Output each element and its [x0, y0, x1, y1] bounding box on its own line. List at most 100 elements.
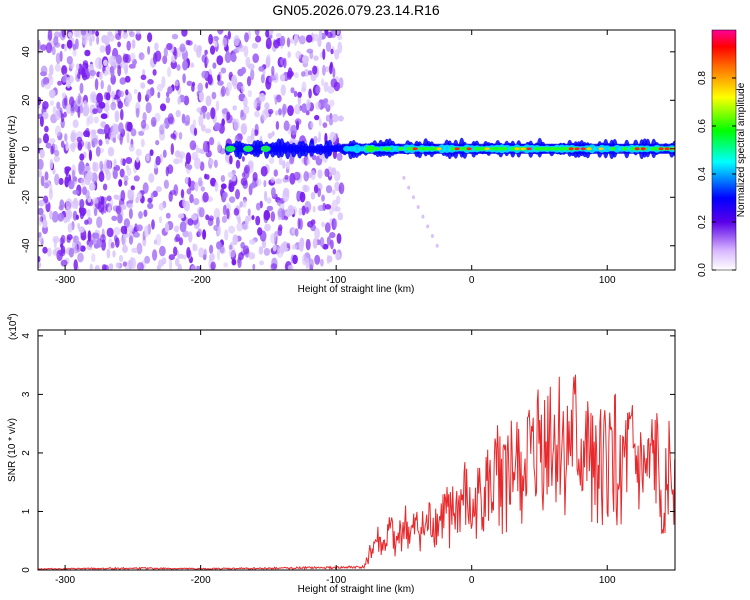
heat-cell — [84, 49, 91, 57]
heat-cell — [177, 253, 185, 259]
heat-cell — [194, 157, 201, 170]
heat-cell — [174, 257, 180, 267]
heat-cell — [312, 237, 318, 249]
heat-cell — [289, 38, 294, 44]
heat-cell — [72, 49, 77, 57]
heat-cell — [277, 207, 284, 218]
heat-cell — [170, 143, 174, 155]
x-tick-label: 100 — [599, 575, 616, 586]
heat-cell — [42, 246, 48, 254]
heat-cell — [261, 109, 268, 121]
heat-cell — [241, 156, 245, 162]
heat-cell — [305, 34, 313, 43]
heat-cell — [126, 132, 130, 144]
heat-cell — [165, 96, 171, 104]
heat-cell — [402, 175, 406, 180]
heat-cell — [182, 230, 189, 238]
heat-cell — [147, 202, 154, 209]
heat-cell — [209, 244, 214, 254]
heat-cell — [332, 67, 336, 78]
heat-cell — [265, 56, 271, 68]
band-cell — [520, 147, 526, 151]
heat-cell — [76, 131, 83, 139]
heat-cell — [320, 258, 324, 267]
heat-cell — [67, 31, 73, 38]
heat-cell — [120, 190, 126, 202]
heat-cell — [242, 245, 250, 255]
heat-cell — [217, 30, 224, 35]
heat-cell — [147, 79, 154, 85]
heat-cell — [49, 210, 53, 220]
heat-cell — [295, 50, 302, 60]
heat-cell — [407, 185, 411, 190]
heat-cell — [255, 215, 261, 226]
heat-cell — [38, 200, 45, 207]
band-cell — [580, 147, 586, 151]
heat-cell — [221, 215, 227, 223]
heat-cell — [69, 143, 76, 150]
heat-cell — [287, 264, 294, 270]
heat-cell — [191, 81, 196, 87]
heat-cell — [169, 189, 177, 196]
heat-cell — [157, 91, 161, 99]
heat-cell — [335, 252, 341, 261]
heat-cell — [119, 133, 123, 145]
heat-cell — [228, 179, 232, 190]
noise-region — [38, 30, 439, 270]
heat-cell — [52, 235, 60, 244]
band-cell — [466, 147, 472, 151]
heat-cell — [133, 88, 138, 95]
heat-cell — [210, 107, 216, 120]
heat-cell — [170, 133, 176, 139]
heat-cell — [255, 35, 262, 43]
heat-cell — [179, 221, 187, 233]
heat-cell — [38, 215, 42, 227]
heat-cell — [193, 127, 198, 136]
heat-cell — [209, 253, 215, 261]
heat-cell — [198, 177, 203, 187]
heat-cell — [165, 212, 171, 219]
heat-cell — [284, 174, 289, 180]
heat-cell — [52, 249, 58, 256]
heat-cell — [78, 93, 81, 104]
heat-cell — [175, 109, 181, 118]
heat-cell — [63, 111, 67, 118]
heat-cell — [65, 103, 72, 114]
heat-cell — [130, 185, 135, 191]
heat-cell — [185, 114, 191, 125]
heat-cell — [306, 158, 311, 165]
heat-cell — [64, 133, 68, 142]
colorbar-tick-label: 0.0 — [697, 263, 708, 277]
heat-cell — [122, 32, 129, 39]
heat-cell — [173, 158, 180, 165]
heat-cell — [303, 171, 310, 182]
heat-cell — [38, 207, 44, 216]
heat-cell — [134, 158, 141, 171]
snr-panel: -300 -200 -100 0 100 0 1 2 3 4 (x104) Height of … — [7, 313, 676, 595]
y-tick-label: 1 — [21, 508, 32, 514]
heat-cell — [112, 250, 116, 258]
heat-cell — [184, 176, 190, 185]
heat-cell — [136, 191, 142, 200]
heat-cell — [329, 63, 333, 75]
heat-cell — [122, 261, 127, 267]
heat-cell — [94, 78, 99, 91]
heat-cell — [99, 45, 106, 53]
heat-cell — [249, 182, 256, 189]
band-cell — [454, 147, 460, 151]
band-cell — [588, 144, 597, 154]
heat-cell — [108, 55, 116, 66]
heat-cell — [327, 255, 333, 263]
heat-cell — [214, 181, 219, 192]
heat-cell — [256, 178, 262, 187]
heat-cell — [198, 91, 204, 102]
heat-cell — [89, 182, 96, 191]
heat-cell — [250, 68, 255, 81]
heat-cell — [73, 30, 80, 38]
heat-cell — [326, 31, 333, 39]
y-tick-label: 20 — [21, 94, 32, 106]
heat-cell — [122, 244, 128, 254]
heat-cell — [187, 164, 193, 171]
heat-cell — [60, 234, 66, 244]
heat-cell — [202, 140, 210, 153]
